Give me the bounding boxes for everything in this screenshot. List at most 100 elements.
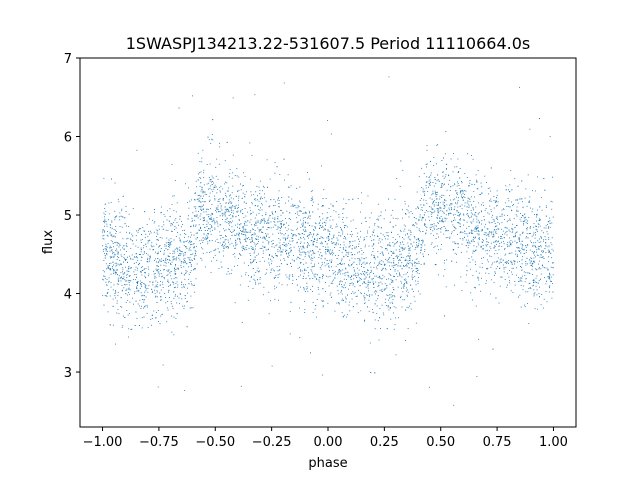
data-point (538, 263, 539, 265)
data-point (362, 271, 364, 273)
data-point (429, 183, 431, 185)
data-point (264, 237, 266, 239)
data-point (266, 235, 267, 237)
data-point (209, 218, 211, 219)
data-point (227, 220, 229, 222)
data-point (272, 217, 274, 219)
data-point (133, 271, 135, 273)
data-point (530, 227, 531, 229)
data-point (439, 228, 441, 229)
data-point (203, 190, 205, 192)
data-point (380, 281, 382, 283)
data-point (369, 217, 371, 219)
data-point (314, 238, 316, 239)
data-point (189, 259, 191, 261)
data-point (103, 238, 105, 240)
data-point (377, 203, 379, 205)
data-point (322, 213, 324, 215)
data-point (202, 201, 204, 202)
data-point (363, 252, 365, 253)
data-point (170, 244, 172, 246)
data-point (466, 227, 468, 229)
data-point (363, 297, 365, 299)
data-point (115, 269, 117, 271)
data-point (312, 201, 314, 203)
data-point (267, 249, 269, 251)
data-point (279, 232, 281, 234)
data-point (349, 301, 351, 303)
data-point (358, 258, 360, 259)
data-point (306, 282, 308, 284)
data-point (109, 256, 111, 258)
data-point (518, 237, 520, 238)
data-point (171, 241, 173, 243)
data-point (263, 218, 265, 220)
data-point (129, 301, 131, 303)
data-point (472, 207, 474, 209)
data-point (419, 199, 421, 201)
data-point (104, 225, 105, 227)
data-point (140, 242, 142, 244)
data-point (444, 218, 446, 220)
data-point (208, 195, 210, 197)
data-point (244, 208, 246, 209)
data-point (338, 270, 340, 271)
data-point (202, 149, 204, 151)
data-point (300, 210, 302, 212)
data-point (115, 343, 116, 345)
data-point (298, 210, 300, 212)
data-point (341, 264, 343, 266)
data-point (393, 265, 395, 267)
data-point (399, 250, 401, 252)
data-point (209, 188, 211, 189)
data-point (241, 230, 242, 232)
data-point (185, 272, 187, 274)
data-point (211, 204, 213, 205)
data-point (297, 205, 299, 207)
data-point (493, 229, 495, 231)
data-point (135, 256, 137, 258)
data-point (165, 229, 167, 231)
data-point (552, 216, 554, 218)
data-point (360, 192, 362, 194)
data-point (392, 242, 394, 243)
data-point (416, 262, 418, 264)
data-point (345, 249, 347, 251)
data-point (544, 267, 546, 269)
data-point (545, 283, 547, 285)
data-point (260, 196, 262, 198)
data-point (365, 276, 367, 278)
data-point (243, 233, 245, 235)
data-point (417, 280, 419, 282)
data-point (227, 271, 229, 273)
data-point (180, 267, 182, 269)
data-point (288, 278, 290, 280)
data-point (404, 228, 406, 230)
data-point (345, 225, 347, 227)
data-point (200, 227, 202, 229)
data-point (485, 250, 487, 252)
data-point (480, 230, 482, 232)
data-point (394, 264, 396, 266)
data-point (462, 192, 464, 194)
data-point (446, 230, 448, 232)
data-point (507, 206, 509, 208)
data-point (494, 274, 495, 276)
data-point (303, 300, 305, 302)
data-point (332, 282, 334, 284)
data-point (154, 277, 155, 279)
data-point (173, 195, 175, 197)
data-point (308, 210, 310, 212)
data-point (495, 225, 497, 227)
data-point (127, 261, 128, 263)
data-point (175, 294, 177, 296)
data-point (250, 275, 252, 277)
data-point (320, 252, 322, 254)
data-point (286, 276, 288, 278)
data-point (243, 222, 245, 224)
data-point (364, 303, 366, 305)
data-point (405, 260, 407, 262)
data-point (537, 223, 539, 225)
data-point (110, 262, 112, 264)
data-point (175, 259, 177, 261)
